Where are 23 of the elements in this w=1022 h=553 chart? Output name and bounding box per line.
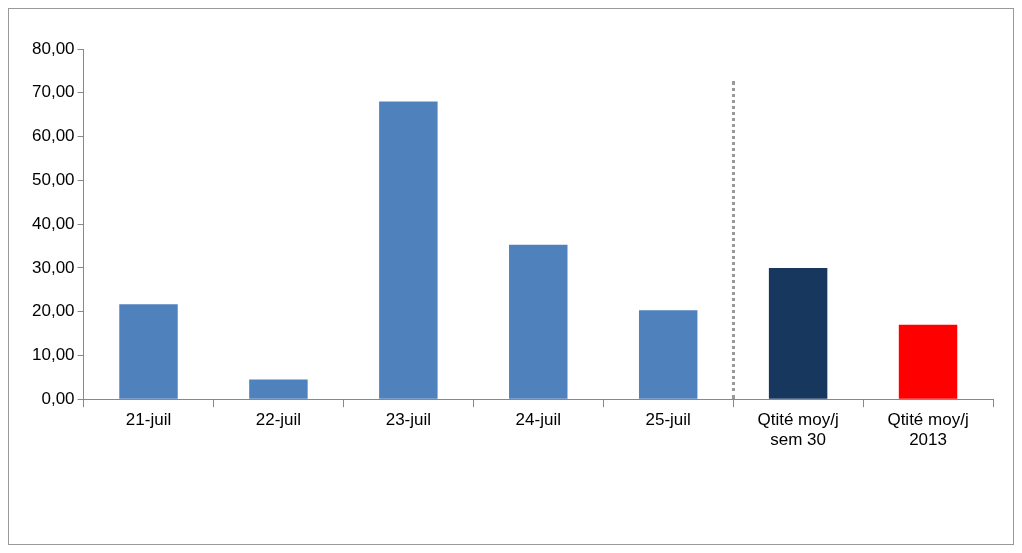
x-tick-label: 21-juil [125, 410, 172, 430]
x-tick-label: 22-juil [255, 410, 302, 430]
y-tick-label: 50,00 [31, 170, 75, 190]
y-tick-label: 60,00 [31, 126, 75, 146]
bar [768, 267, 828, 399]
y-tick-label: 0,00 [41, 388, 75, 408]
bar [379, 101, 438, 399]
x-tick-label: Qtité moy/j 2013 [887, 410, 969, 450]
y-tick-label: 20,00 [31, 301, 75, 321]
bar [249, 379, 308, 399]
x-tick-label: 24-juil [515, 410, 561, 430]
y-tick-label: 30,00 [31, 257, 75, 277]
y-tick-label: 80,00 [31, 38, 75, 58]
y-tick-label: 70,00 [31, 82, 75, 102]
bar [898, 324, 958, 399]
bar [119, 304, 178, 399]
y-tick-label: 40,00 [31, 213, 75, 233]
bar [509, 244, 568, 399]
x-tick-label: 25-juil [645, 410, 691, 430]
x-tick-label: 23-juil [385, 410, 432, 430]
x-tick-label: Qtité moy/j sem 30 [757, 410, 839, 450]
bar [638, 310, 698, 399]
y-tick-label: 10,00 [31, 345, 75, 365]
